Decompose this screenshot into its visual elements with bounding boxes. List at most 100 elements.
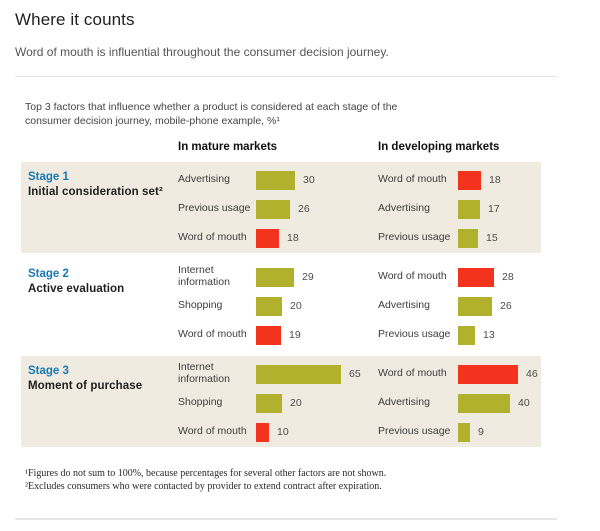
bar [256, 170, 295, 190]
bar-value: 46 [526, 368, 538, 381]
bar-value: 13 [483, 329, 495, 342]
column-headers: In mature markets In developing markets [28, 141, 585, 153]
bar-label: Internet information [178, 361, 230, 386]
bar-row: Previous usage 9 [378, 418, 541, 447]
footnotes: ¹Figures do not sum to 100%, because per… [25, 467, 585, 493]
stage-band: Stage 3 Moment of purchase Internet inform… [21, 355, 541, 447]
bar-value: 26 [500, 300, 512, 313]
bar-row: Advertising 17 [378, 195, 541, 224]
stage-title: Initial consideration set² [28, 185, 163, 198]
bar [256, 325, 281, 345]
bar-label: Advertising [378, 299, 430, 312]
bar-value: 65 [349, 368, 361, 381]
bar-row: Word of mouth 28 [378, 263, 541, 292]
bar [256, 267, 294, 287]
bar [256, 296, 282, 316]
bar-row: Word of mouth 46 [378, 360, 541, 389]
bar [458, 364, 518, 384]
stage-header: Stage 3 Moment of purchase [28, 360, 178, 447]
bar [458, 422, 470, 442]
bar-value: 28 [502, 271, 514, 284]
bar-label: Previous usage [378, 425, 451, 438]
bar [256, 228, 279, 248]
stages: Stage 1 Initial consideration set² Adverti… [15, 161, 585, 447]
bar-value: 15 [486, 232, 498, 245]
bar-row: Advertising 30 [178, 166, 378, 195]
bar-row: Advertising 40 [378, 389, 541, 418]
bar-value: 10 [277, 426, 289, 439]
footnote-1: ¹Figures do not sum to 100%, because per… [25, 467, 387, 479]
figure: Top 3 factors that influence whether a p… [15, 101, 585, 493]
bar-value: 18 [489, 174, 501, 187]
bar-label: Word of mouth [378, 173, 447, 186]
bar-row: Word of mouth 18 [378, 166, 541, 195]
bar-value: 29 [302, 271, 314, 284]
bar [256, 364, 341, 384]
bar [458, 267, 494, 287]
bar [256, 199, 290, 219]
bar-value: 9 [478, 426, 484, 439]
figure-caption: Top 3 factors that influence whether a p… [25, 101, 398, 127]
footnote-2: ²Excludes consumers who were contacted b… [25, 480, 382, 492]
bar-row: Previous usage 13 [378, 321, 541, 350]
bar-value: 17 [488, 203, 500, 216]
column-header-mature: In mature markets [178, 140, 278, 153]
bar-label: Word of mouth [378, 367, 447, 380]
stage-band: Stage 1 Initial consideration set² Adverti… [21, 161, 541, 253]
page-title: Where it counts [15, 10, 135, 29]
bottom-divider [15, 518, 557, 521]
bar-value: 20 [290, 397, 302, 410]
developing-bar-group: Word of mouth 28 Advertising 26 Previous usa… [378, 263, 541, 350]
bar-row: Word of mouth 18 [178, 224, 378, 253]
mature-bar-group: Internet information 65 Shopping 20 Word of … [178, 360, 378, 447]
stage-label: Stage 3 [28, 364, 69, 377]
bar-label: Previous usage [378, 328, 451, 341]
bar [458, 228, 478, 248]
stage-header: Stage 2 Active evaluation [28, 263, 178, 350]
bar-row: Word of mouth 10 [178, 418, 378, 447]
bar-label: Word of mouth [178, 231, 247, 244]
bar-value: 40 [518, 397, 530, 410]
bar-label: Word of mouth [178, 328, 247, 341]
column-header-developing: In developing markets [378, 140, 500, 153]
bar-label: Previous usage [178, 202, 251, 215]
bar-label: Advertising [178, 173, 230, 186]
column-header-spacer [28, 141, 178, 153]
mature-bar-group: Advertising 30 Previous usage 26 Word of mou… [178, 166, 378, 253]
bar [256, 422, 269, 442]
bar [458, 325, 475, 345]
developing-bar-group: Word of mouth 46 Advertising 40 Previous usa… [378, 360, 541, 447]
bar-row: Advertising 26 [378, 292, 541, 321]
bar-value: 26 [298, 203, 310, 216]
bar-value: 19 [289, 329, 301, 342]
stage-header: Stage 1 Initial consideration set² [28, 166, 178, 253]
bar-value: 18 [287, 232, 299, 245]
bar-value: 30 [303, 174, 315, 187]
bar-label: Shopping [178, 396, 223, 409]
bar-label: Shopping [178, 299, 223, 312]
bar-row: Internet information 29 [178, 263, 378, 292]
stage-label: Stage 1 [28, 170, 69, 183]
bar [458, 199, 480, 219]
stage-band: Stage 2 Active evaluation Internet informa… [21, 259, 541, 350]
bar-row: Word of mouth 19 [178, 321, 378, 350]
page-subtitle: Word of mouth is influential throughout … [15, 45, 389, 59]
bar-label: Advertising [378, 202, 430, 215]
bar-row: Previous usage 15 [378, 224, 541, 253]
bar [458, 393, 510, 413]
bar-label: Advertising [378, 396, 430, 409]
bar [458, 170, 481, 190]
bar [256, 393, 282, 413]
top-divider [15, 76, 557, 77]
stage-label: Stage 2 [28, 267, 69, 280]
bar-row: Previous usage 26 [178, 195, 378, 224]
bar-label: Word of mouth [178, 425, 247, 438]
bar-label: Internet information [178, 264, 230, 289]
bar-label: Word of mouth [378, 270, 447, 283]
bar-row: Shopping 20 [178, 389, 378, 418]
stage-title: Moment of purchase [28, 379, 143, 392]
bar-row: Shopping 20 [178, 292, 378, 321]
developing-bar-group: Word of mouth 18 Advertising 17 Previous usa… [378, 166, 541, 253]
bar-value: 20 [290, 300, 302, 313]
bar [458, 296, 492, 316]
